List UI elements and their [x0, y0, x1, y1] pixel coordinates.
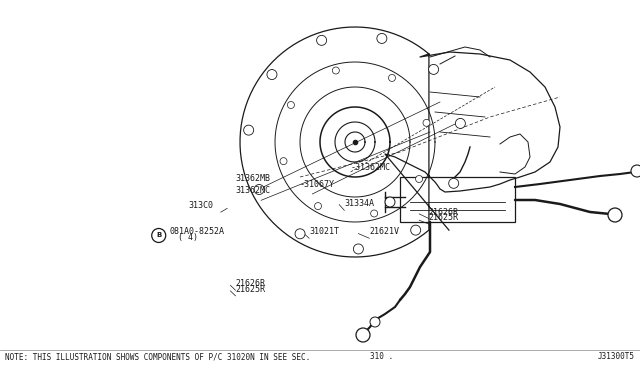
Circle shape [371, 210, 378, 217]
Circle shape [254, 185, 264, 195]
Circle shape [449, 178, 459, 188]
Circle shape [353, 244, 364, 254]
Text: J31300T5: J31300T5 [598, 352, 635, 361]
Circle shape [608, 208, 622, 222]
Circle shape [377, 33, 387, 44]
Circle shape [456, 118, 465, 128]
Circle shape [332, 67, 339, 74]
Text: 21621V: 21621V [369, 227, 399, 236]
Circle shape [370, 317, 380, 327]
Text: -31362MC: -31362MC [351, 163, 390, 172]
Circle shape [429, 64, 438, 74]
Text: 21626R: 21626R [236, 279, 266, 288]
Text: 31021T: 31021T [309, 227, 339, 236]
Text: 31362MB: 31362MB [236, 174, 271, 183]
Text: ( 4): ( 4) [178, 233, 198, 242]
Circle shape [314, 203, 321, 209]
Text: 21626R: 21626R [429, 208, 459, 217]
Text: 21625R: 21625R [429, 213, 459, 222]
Circle shape [388, 74, 396, 81]
Circle shape [295, 229, 305, 239]
Text: NOTE: THIS ILLUSTRATION SHOWS COMPONENTS OF P/C 31020N IN SEE SEC.: NOTE: THIS ILLUSTRATION SHOWS COMPONENTS… [5, 352, 310, 361]
Bar [400, 177, 515, 222]
Text: 313C0: 313C0 [189, 201, 214, 210]
Circle shape [411, 225, 420, 235]
Circle shape [415, 176, 422, 183]
Circle shape [244, 125, 253, 135]
Circle shape [267, 70, 277, 80]
Text: -31067Y: -31067Y [300, 180, 335, 189]
Circle shape [385, 197, 395, 207]
Text: 21625R: 21625R [236, 285, 266, 294]
Text: B: B [156, 232, 161, 238]
Text: 31362MC: 31362MC [236, 186, 271, 195]
Circle shape [287, 102, 294, 109]
Text: 081A0-8252A: 081A0-8252A [170, 227, 225, 236]
Circle shape [317, 35, 326, 45]
Circle shape [280, 158, 287, 165]
Circle shape [423, 119, 430, 126]
Text: 31334A: 31334A [344, 199, 374, 208]
Text: 310 .: 310 . [370, 352, 393, 361]
Circle shape [356, 328, 370, 342]
Circle shape [631, 165, 640, 177]
